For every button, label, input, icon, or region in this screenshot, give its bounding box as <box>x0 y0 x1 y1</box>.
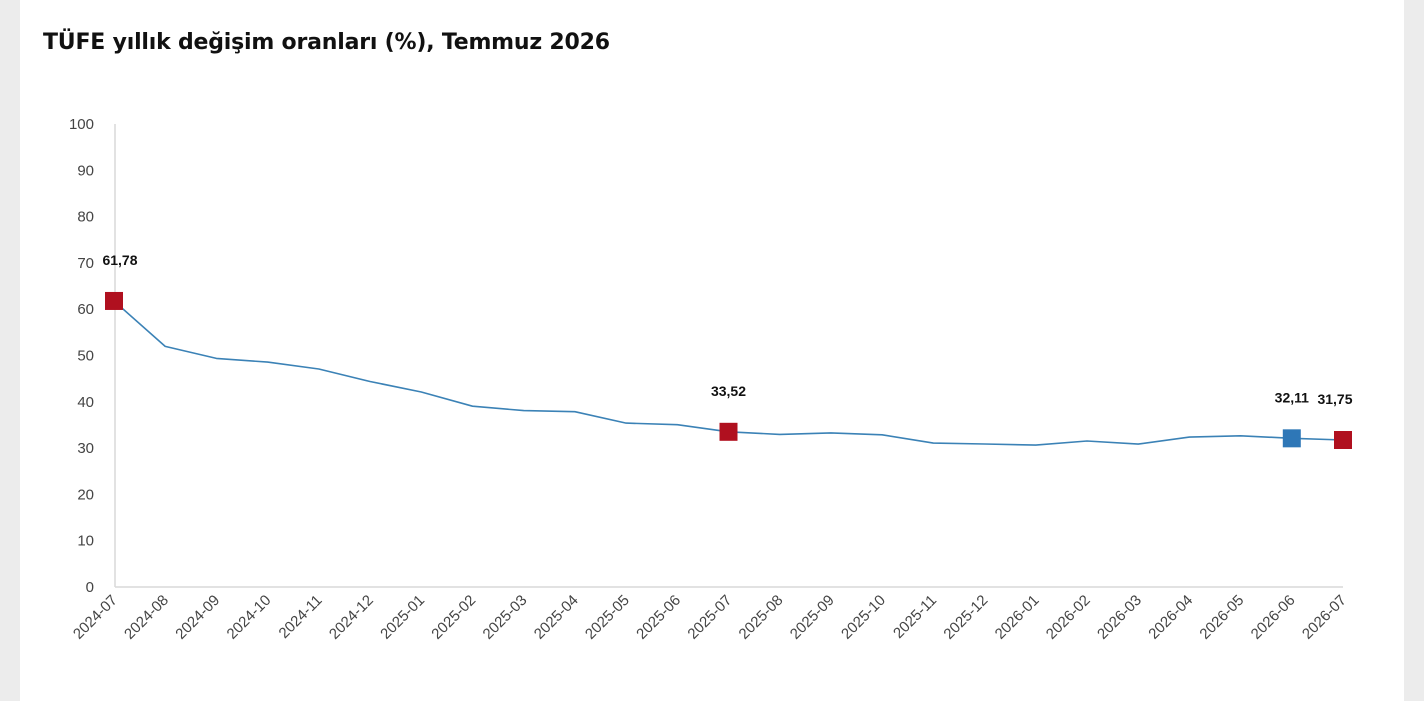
y-tick-label: 10 <box>77 533 94 550</box>
x-tick-label: 2025-12 <box>940 592 991 643</box>
x-tick-label: 2025-01 <box>377 592 428 643</box>
x-tick-label: 2025-07 <box>684 592 735 643</box>
data-marker <box>719 422 738 441</box>
chart-axes <box>114 124 1343 588</box>
x-tick-label: 2025-08 <box>736 592 787 643</box>
y-tick-label: 60 <box>77 301 94 318</box>
x-tick-label: 2026-03 <box>1094 592 1145 643</box>
x-tick-label: 2025-03 <box>480 592 531 643</box>
x-tick-label: 2025-06 <box>633 592 684 643</box>
y-tick-label: 70 <box>77 255 94 272</box>
x-tick-label: 2026-04 <box>1145 592 1196 643</box>
y-tick-label: 90 <box>77 162 94 179</box>
data-marker <box>1282 429 1301 448</box>
x-tick-label: 2025-02 <box>428 592 479 643</box>
x-tick-label: 2025-09 <box>787 592 838 643</box>
x-tick-label: 2026-02 <box>1043 592 1094 643</box>
y-tick-label: 20 <box>77 486 94 503</box>
x-tick-label: 2025-11 <box>890 592 940 642</box>
y-tick-label: 100 <box>69 116 94 133</box>
data-label-layer: 61,78 33,52 32,11 31,75 <box>102 252 1352 407</box>
data-marker <box>105 291 123 310</box>
y-tick-label: 30 <box>77 440 94 457</box>
data-label: 32,11 <box>1275 389 1309 405</box>
x-tick-label: 2024-08 <box>121 592 172 643</box>
x-tick-label: 2024-11 <box>276 592 326 642</box>
y-axis-ticks: 0 10 20 30 40 50 60 70 80 90 100 <box>69 116 94 596</box>
chart-card <box>20 0 1404 701</box>
y-tick-label: 50 <box>77 348 94 365</box>
data-label: 31,75 <box>1317 391 1352 407</box>
y-tick-label: 0 <box>86 579 94 596</box>
x-tick-label: 2024-07 <box>70 592 121 643</box>
x-tick-label: 2024-10 <box>223 592 274 643</box>
data-label: 33,52 <box>711 383 746 399</box>
x-axis-ticks: 2024-07 2024-08 2024-09 2024-10 2024-11 2024-… <box>70 592 1350 643</box>
x-tick-label: 2026-07 <box>1299 592 1350 643</box>
x-tick-label: 2026-06 <box>1248 592 1299 643</box>
x-tick-label: 2026-01 <box>992 592 1043 643</box>
x-tick-label: 2025-10 <box>838 592 889 643</box>
data-label: 61,78 <box>102 252 137 268</box>
x-tick-label: 2026-05 <box>1196 592 1247 643</box>
chart-title: TÜFE yıllık değişim oranları (%), Temmuz… <box>43 30 610 55</box>
data-marker <box>1334 430 1352 449</box>
x-tick-label: 2024-12 <box>326 592 377 643</box>
x-tick-label: 2025-04 <box>531 592 582 643</box>
x-tick-label: 2024-09 <box>172 592 223 643</box>
y-tick-label: 40 <box>77 394 94 411</box>
x-tick-label: 2025-05 <box>582 592 633 643</box>
marker-layer <box>105 291 1352 449</box>
y-tick-label: 80 <box>77 209 94 226</box>
